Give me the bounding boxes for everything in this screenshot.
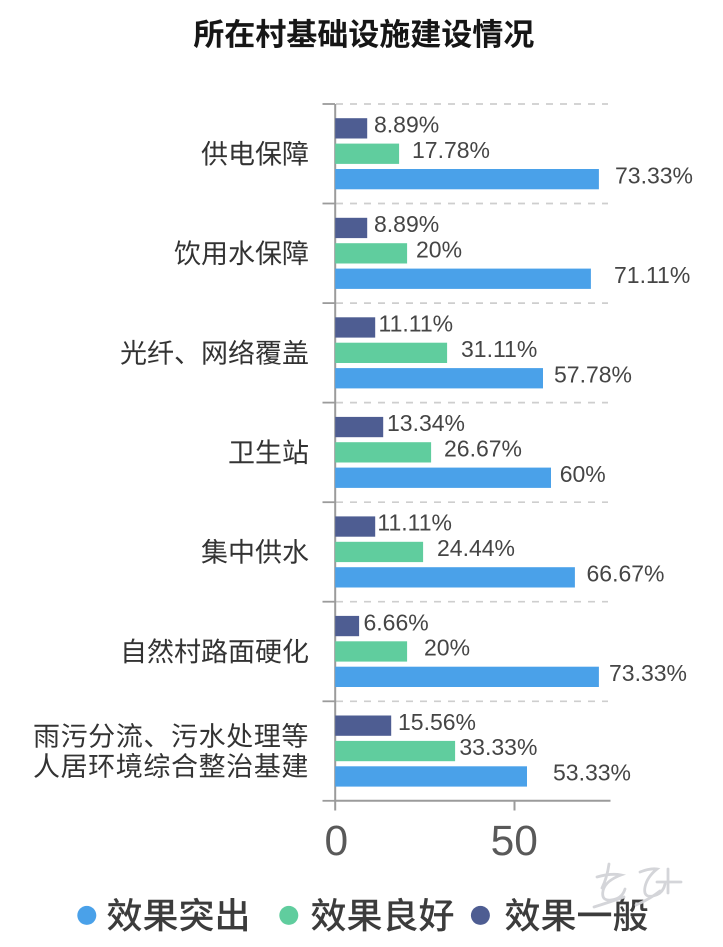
svg-text:17.78%: 17.78% <box>412 137 490 163</box>
svg-text:50: 50 <box>491 818 538 865</box>
svg-text:71.11%: 71.11% <box>614 262 690 288</box>
svg-text:11.11%: 11.11% <box>379 311 454 337</box>
svg-text:0: 0 <box>324 818 348 865</box>
svg-text:73.33%: 73.33% <box>615 162 693 188</box>
svg-text:11.11%: 11.11% <box>377 510 452 536</box>
svg-text:6.66%: 6.66% <box>364 609 429 635</box>
svg-text:26.67%: 26.67% <box>444 436 522 462</box>
svg-text:8.89%: 8.89% <box>374 211 439 237</box>
svg-text:15.56%: 15.56% <box>398 709 476 735</box>
svg-text:24.44%: 24.44% <box>437 535 515 561</box>
svg-text:33.33%: 33.33% <box>459 734 537 760</box>
svg-text:20%: 20% <box>424 635 470 661</box>
svg-text:31.11%: 31.11% <box>461 336 537 362</box>
svg-text:66.67%: 66.67% <box>587 561 665 587</box>
svg-text:53.33%: 53.33% <box>553 760 631 786</box>
svg-text:60%: 60% <box>560 461 606 487</box>
svg-text:8.89%: 8.89% <box>374 112 439 138</box>
svg-text:73.33%: 73.33% <box>609 660 687 686</box>
svg-text:57.78%: 57.78% <box>554 362 632 388</box>
svg-text:20%: 20% <box>416 237 462 263</box>
svg-text:13.34%: 13.34% <box>387 410 465 436</box>
